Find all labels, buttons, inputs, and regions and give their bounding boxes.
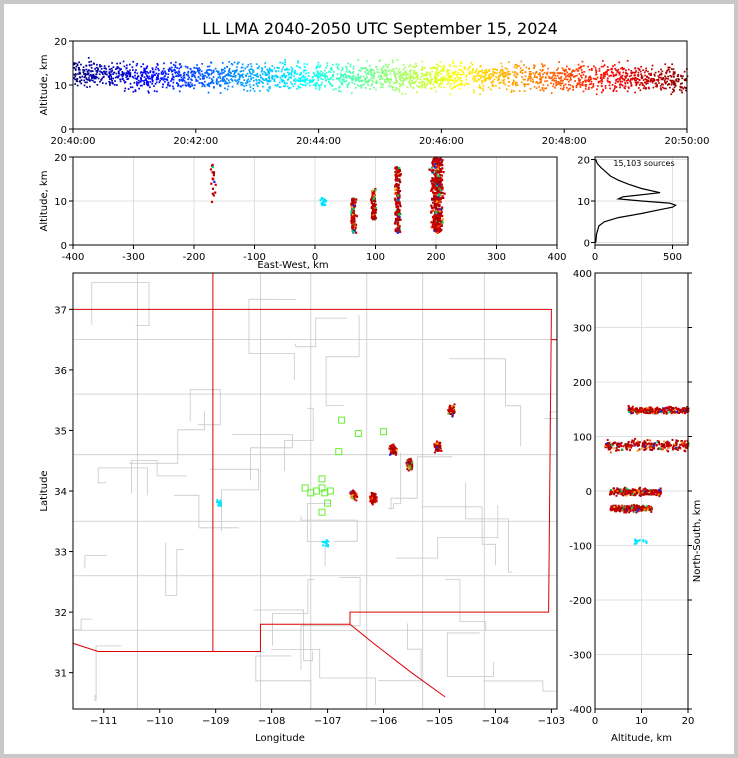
x-tick-label: 400 bbox=[547, 252, 566, 263]
y-tick-label: -100 bbox=[569, 542, 592, 553]
y-tick-label: 10 bbox=[54, 81, 67, 92]
x-axis-label: East-West, km bbox=[257, 260, 328, 271]
y-tick-label: 0 bbox=[61, 125, 67, 136]
station-marker bbox=[318, 475, 326, 483]
y-tick-label: 20 bbox=[54, 37, 67, 48]
y-tick-label: -300 bbox=[569, 651, 592, 662]
x-tick-label: 0 bbox=[592, 252, 598, 263]
map-sources bbox=[216, 403, 456, 548]
x-tick-label: −106 bbox=[370, 716, 397, 727]
y-tick-label: 0 bbox=[586, 487, 592, 498]
x-tick-label: 100 bbox=[366, 252, 385, 263]
y-axis-label: Latitude bbox=[39, 470, 50, 511]
y-tick-label: 35 bbox=[54, 426, 67, 437]
time-altitude-frame bbox=[72, 40, 688, 130]
x-tick-label: −109 bbox=[202, 716, 229, 727]
y-tick-label: -400 bbox=[569, 705, 592, 716]
station-marker bbox=[318, 508, 326, 516]
x-tick-label: 20:42:00 bbox=[173, 136, 218, 147]
x-axis-label: Longitude bbox=[255, 733, 305, 744]
station-marker bbox=[338, 416, 346, 424]
altitude-histogram-line bbox=[595, 159, 677, 243]
x-tick-label: 20:50:00 bbox=[665, 136, 710, 147]
time-altitude-sources bbox=[73, 57, 689, 96]
y-tick-label: 37 bbox=[54, 305, 67, 316]
chart-title: LL LMA 2040-2050 UTC September 15, 2024 bbox=[202, 19, 558, 38]
x-tick-label: 200 bbox=[426, 252, 445, 263]
x-tick-label: −111 bbox=[90, 716, 117, 727]
x-tick-label: 20:46:00 bbox=[419, 136, 464, 147]
y-tick-label: 36 bbox=[54, 366, 67, 377]
y-tick-label: 20 bbox=[54, 153, 67, 164]
y-axis-label: Altitude, km bbox=[39, 55, 50, 116]
x-tick-label: −107 bbox=[314, 716, 341, 727]
altitude-histogram-panel: 0 10 20 0 500 bbox=[577, 155, 689, 263]
x-tick-label: −103 bbox=[538, 716, 565, 727]
x-tick-label: 0 bbox=[312, 252, 318, 263]
x-tick-label: 20:40:00 bbox=[51, 136, 96, 147]
y-tick-label: 10 bbox=[54, 197, 67, 208]
x-tick-label: -300 bbox=[122, 252, 145, 263]
lma-figure: LL LMA 2040-2050 UTC September 15, 2024 … bbox=[39, 19, 709, 744]
station-marker bbox=[326, 487, 334, 495]
x-tick-label: 20 bbox=[682, 716, 695, 727]
station-marker bbox=[335, 448, 343, 456]
station-marker bbox=[380, 428, 388, 436]
eastwest-altitude-panel: 0 10 20 -400 -300 -200 -100 0 100 200 300 400 East-W… bbox=[39, 153, 567, 271]
y-tick-label: 31 bbox=[54, 669, 67, 680]
y-tick-label: 0 bbox=[61, 241, 67, 252]
x-tick-label: 500 bbox=[663, 252, 682, 263]
eastwest-sources bbox=[209, 157, 446, 234]
x-tick-label: 0 bbox=[592, 716, 598, 727]
x-tick-label: 20:48:00 bbox=[542, 136, 587, 147]
x-tick-label: 300 bbox=[487, 252, 506, 263]
x-tick-label: -100 bbox=[243, 252, 266, 263]
lma-stations bbox=[301, 416, 388, 516]
y-tick-label: 10 bbox=[577, 197, 590, 208]
y-tick-label: -200 bbox=[569, 596, 592, 607]
station-marker bbox=[318, 484, 326, 492]
time-altitude-panel: 0 10 20 20:40:00 20:42:00 20:44:00 20:46:00 20:… bbox=[39, 37, 709, 147]
y-tick-label: 200 bbox=[573, 378, 592, 389]
y-tick-label: 100 bbox=[573, 433, 592, 444]
x-tick-label: −104 bbox=[482, 716, 509, 727]
station-marker bbox=[324, 499, 332, 507]
x-tick-label: 20:44:00 bbox=[296, 136, 341, 147]
x-tick-label: −108 bbox=[258, 716, 285, 727]
station-marker bbox=[354, 429, 362, 437]
y-tick-label: 34 bbox=[54, 487, 67, 498]
station-marker bbox=[301, 484, 309, 492]
y-tick-label: 400 bbox=[573, 269, 592, 280]
plan-view-map-panel: 31 32 33 34 35 36 37 −111 −110 −109 −108 −107 −106 −1… bbox=[39, 272, 565, 744]
county-lines bbox=[73, 273, 557, 709]
x-tick-label: −105 bbox=[426, 716, 453, 727]
y-axis-label: North-South, km bbox=[692, 500, 703, 583]
y-axis-label: Altitude, km bbox=[39, 171, 50, 232]
state-borders bbox=[73, 273, 557, 698]
x-tick-label: 10 bbox=[635, 716, 648, 727]
x-tick-label: -400 bbox=[62, 252, 85, 263]
northsouth-sources bbox=[604, 404, 690, 545]
x-axis-label: Altitude, km bbox=[611, 733, 672, 744]
y-tick-label: 33 bbox=[54, 548, 67, 559]
altitude-northsouth-panel: -400 -300 -200 -100 0 100 200 300 400 0 10 20 Altitu… bbox=[569, 269, 703, 744]
y-tick-label: 300 bbox=[573, 324, 592, 335]
x-tick-label: −110 bbox=[146, 716, 173, 727]
y-tick-label: 0 bbox=[584, 239, 590, 250]
figure: LL LMA 2040-2050 UTC September 15, 2024 … bbox=[4, 4, 734, 754]
y-tick-label: 20 bbox=[577, 155, 590, 166]
source-count-label: 15,103 sources bbox=[613, 159, 674, 168]
x-tick-label: -200 bbox=[183, 252, 206, 263]
y-tick-label: 32 bbox=[54, 608, 67, 619]
map-layer bbox=[73, 273, 557, 709]
